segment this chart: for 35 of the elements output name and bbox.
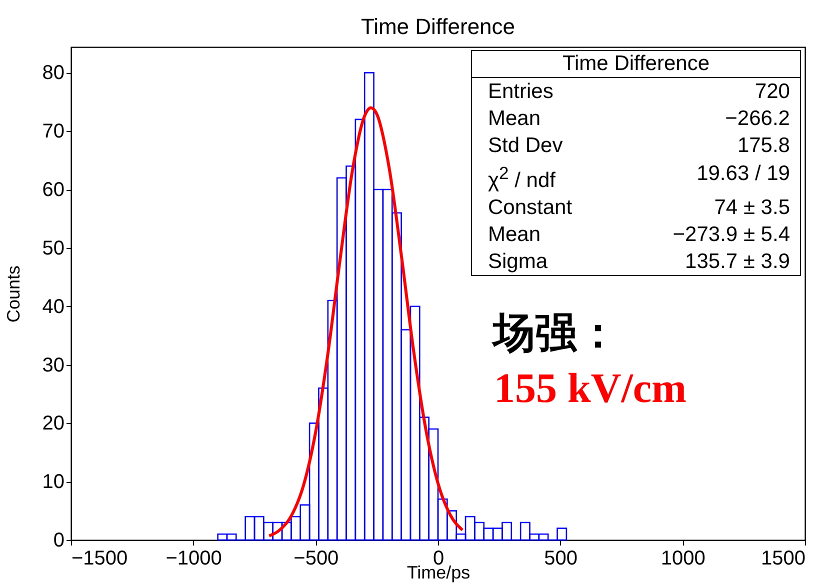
x-tick-label: 0 <box>432 548 444 570</box>
annotation: 135.7 ± 3.9 <box>685 249 790 276</box>
x-tick-label: −1000 <box>166 548 222 570</box>
x-tick-label: 1500 <box>761 548 806 570</box>
x-tick-label: −1500 <box>72 548 128 570</box>
y-tick-label: 40 <box>42 296 64 318</box>
annotation: Std Dev <box>488 133 563 160</box>
annotation: Entries <box>488 79 554 105</box>
annotation: 155 kV/cm <box>494 365 686 413</box>
chart-title: Time Difference <box>360 14 516 39</box>
y-axis-title: Counts <box>4 265 24 323</box>
y-tick-label: 20 <box>42 412 64 435</box>
annotation: χ$^{2}$ / ndf <box>488 162 556 194</box>
y-tick-label: 60 <box>42 179 64 202</box>
y-tick-label: 30 <box>42 354 64 376</box>
x-tick-label: 500 <box>544 548 578 570</box>
annotation: 720 <box>754 79 790 105</box>
annotation: Time Difference <box>472 51 800 78</box>
y-tick-label: 10 <box>42 471 64 494</box>
annotation: −266.2 <box>725 106 790 132</box>
annotation: 19.63 / 19 <box>696 160 790 187</box>
annotation: Constant <box>488 194 572 221</box>
y-tick-label: 50 <box>42 237 64 260</box>
y-tick-label: 0 <box>53 530 64 552</box>
y-tick-label: 80 <box>42 62 64 84</box>
annotation: Sigma <box>488 249 548 276</box>
annotation: 场强： <box>493 307 619 359</box>
x-tick-label: 1000 <box>660 548 706 570</box>
annotation: Mean <box>488 222 541 248</box>
annotation: 175.8 <box>737 133 790 160</box>
y-tick-label: 70 <box>42 120 64 143</box>
annotation: 74 ± 3.5 <box>714 194 790 221</box>
x-tick-label: −500 <box>294 548 339 570</box>
annotation: −273.9 ± 5.4 <box>672 222 790 248</box>
annotation: Mean <box>488 106 541 132</box>
